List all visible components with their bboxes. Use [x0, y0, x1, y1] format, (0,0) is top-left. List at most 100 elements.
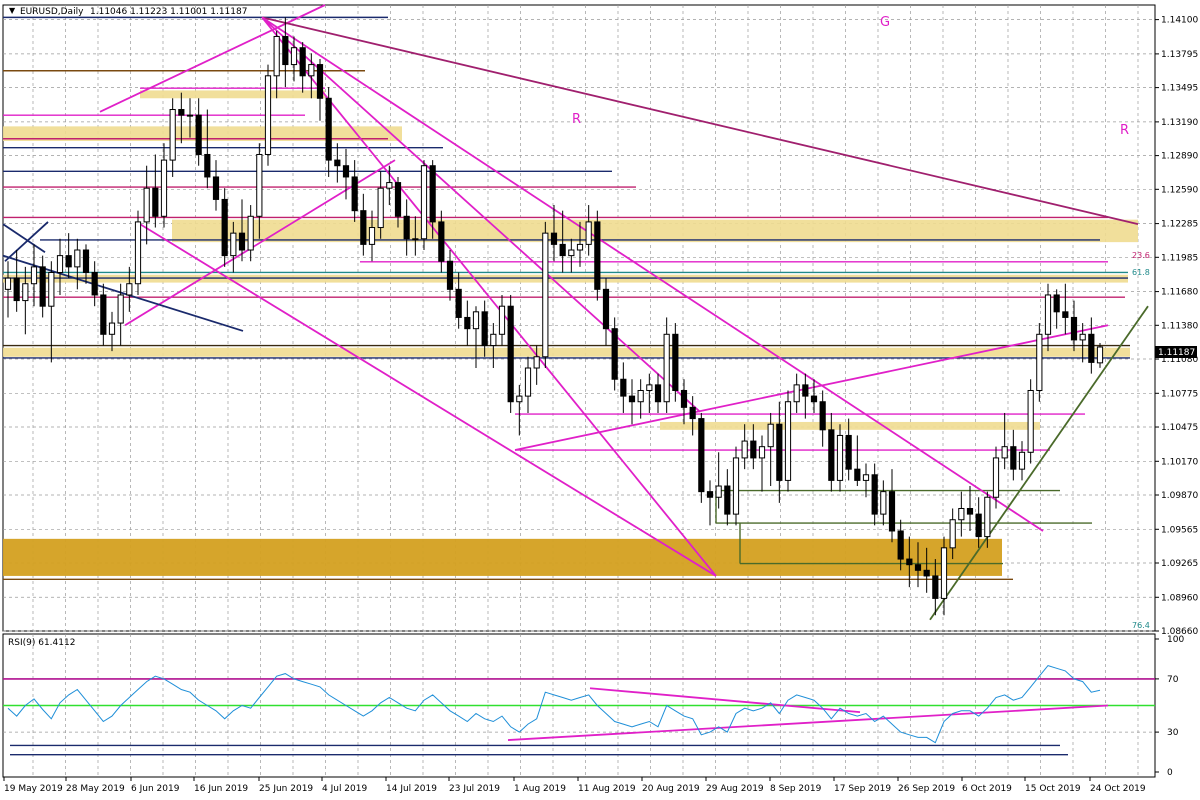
candle-body-bull — [1079, 333, 1086, 341]
candle-body-bear — [178, 109, 185, 116]
candle-body-bear — [680, 389, 688, 408]
candle-body-bear — [871, 474, 878, 515]
candle-body-bull — [48, 271, 55, 307]
price-tick-label: 1.11080 — [1161, 355, 1198, 365]
date-tick-label: 19 May 2019 — [4, 784, 63, 794]
candle-body-bull — [368, 227, 376, 245]
candle-body-bull — [1036, 333, 1043, 391]
candle-body-bear — [932, 575, 939, 599]
zone — [660, 421, 1040, 430]
candle-body-bear — [802, 384, 809, 397]
zone — [172, 219, 1138, 243]
candle-body-bear — [1070, 316, 1078, 341]
candle-body-bull — [4, 277, 12, 290]
candle-body-bear — [897, 530, 904, 560]
horizontal-levels — [3, 16, 1130, 581]
candle-body-bull — [758, 446, 766, 459]
rsi-line — [7, 665, 1101, 744]
candle-body-bear — [706, 491, 714, 498]
candle-body-bull — [490, 333, 497, 347]
candle-body-bear — [628, 395, 636, 403]
date-tick-label: 15 Oct 2019 — [1025, 784, 1081, 794]
candle-body-bull — [56, 255, 64, 273]
candle-body-bear — [13, 277, 20, 302]
chart-symbol: EURUSD,Daily — [20, 7, 84, 17]
candle-body-bear — [914, 564, 922, 571]
date-tick-label: 8 Sep 2019 — [770, 784, 822, 794]
price-tick-label: 1.11985 — [1161, 253, 1198, 263]
candle-body-bull — [264, 75, 272, 155]
trendline — [124, 159, 396, 327]
price-tick-label: 1.10475 — [1161, 423, 1198, 433]
candle-body-bear — [316, 64, 324, 99]
candle-body-bear — [906, 558, 913, 566]
date-tick-label: 23 Jul 2019 — [449, 784, 500, 794]
candle-body-bull — [741, 440, 748, 459]
candle-body-bear — [1088, 333, 1095, 363]
candle-body-bear — [854, 468, 861, 481]
rsi-trendline — [589, 687, 861, 714]
candle-body-bear — [394, 182, 402, 217]
candle-body-bull — [767, 423, 774, 448]
zone — [3, 347, 1130, 357]
rsi-label: RSI(9) 61.4112 — [8, 638, 75, 648]
date-tick-label: 17 Sep 2019 — [834, 784, 891, 794]
date-tick-label: 1 Aug 2019 — [514, 784, 566, 794]
candle-body-bull — [472, 311, 480, 330]
candle-body-bear — [1010, 446, 1017, 470]
candle-body-bull — [256, 153, 263, 217]
candle-body-bull — [1018, 451, 1026, 470]
candle-body-bull — [160, 159, 168, 217]
trendline — [139, 223, 717, 577]
date-tick-label: 24 Oct 2019 — [1090, 784, 1146, 794]
price-tick-label: 1.11380 — [1161, 321, 1198, 331]
candle-body-bull — [386, 182, 393, 189]
trendline — [2, 223, 46, 254]
price-tick-label: 1.09565 — [1161, 525, 1198, 535]
price-tick-label: 1.13190 — [1161, 118, 1198, 128]
price-tick-label: 1.11680 — [1161, 288, 1198, 298]
rsi-tick-label: 30 — [1167, 728, 1179, 738]
candle-body-bear — [299, 47, 306, 77]
trendline — [514, 324, 1109, 451]
candle-body-bull — [290, 47, 298, 66]
candle-body-bear — [594, 221, 601, 290]
chart-ohlc: 1.11046 1.11223 1.11001 1.11187 — [90, 7, 247, 17]
rsi-indicator — [3, 665, 1155, 756]
candle-body-bear — [334, 159, 341, 167]
candle-body-bear — [39, 266, 46, 307]
candle-body-bear — [507, 305, 514, 403]
candle-body-bull — [637, 389, 644, 403]
candle-body-bear — [429, 165, 436, 223]
candle-body-bear — [204, 153, 211, 178]
candle-body-bull — [273, 35, 280, 77]
candle-body-bear — [776, 423, 783, 481]
candle-body-bear — [1053, 294, 1060, 313]
candle-body-bull — [524, 367, 532, 397]
candle-body-bear — [464, 316, 471, 330]
candle-body-bull — [940, 547, 948, 599]
candle-body-bull — [784, 401, 792, 481]
candle-body-bear — [238, 232, 246, 251]
candle-body-bull — [30, 266, 38, 285]
price-tick-label: 1.08660 — [1161, 627, 1198, 637]
candle-body-bear — [342, 165, 350, 178]
price-tick-label: 1.09870 — [1161, 491, 1198, 501]
annotation-letter-g: G — [880, 15, 890, 30]
candle-body-bull — [498, 305, 506, 335]
candle-body-bear — [654, 384, 662, 403]
date-tick-label: 6 Jun 2019 — [131, 784, 180, 794]
candle-body-bear — [845, 434, 852, 470]
candle-body-bull — [793, 384, 800, 403]
price-tick-label: 1.13495 — [1161, 84, 1198, 94]
candle-body-bull — [420, 165, 428, 240]
rsi-trendline — [507, 704, 1109, 741]
candle-body-bear — [672, 333, 679, 391]
candle-body-bear — [602, 288, 610, 330]
candle-body-bear — [689, 406, 696, 420]
fib-label: 61.8 — [1132, 268, 1150, 277]
fib-label: 76.4 — [1132, 621, 1150, 630]
date-tick-label: 20 Aug 2019 — [642, 784, 700, 794]
date-tick-label: 6 Oct 2019 — [962, 784, 1012, 794]
